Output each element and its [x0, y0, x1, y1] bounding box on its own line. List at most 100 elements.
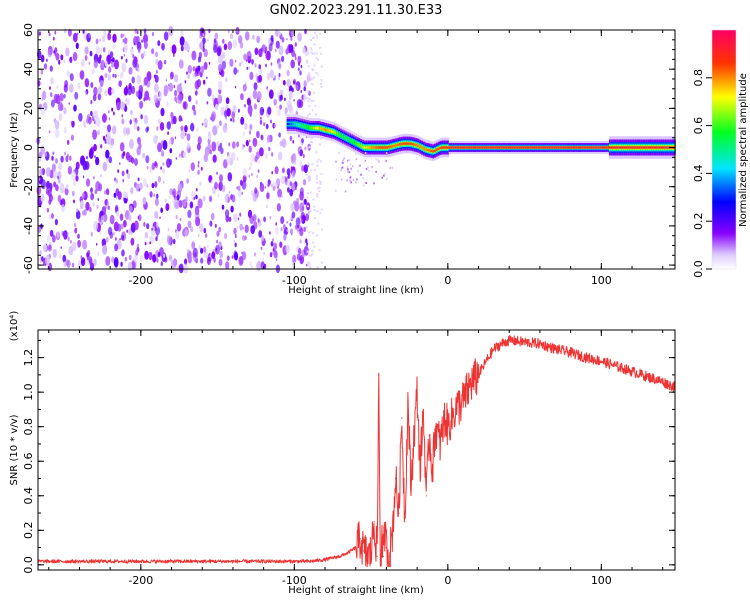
noise-blob: [146, 166, 149, 170]
ridge-core: [435, 148, 439, 151]
noise-blob: [85, 178, 91, 187]
noise-blob: [146, 126, 150, 132]
noise-blob: [274, 48, 277, 53]
noise-blob: [178, 59, 184, 69]
noise-blob: [295, 187, 297, 191]
noise-blob: [264, 153, 268, 159]
noise-blob: [58, 113, 63, 121]
noise-blob: [282, 79, 286, 86]
snr-data-point: [419, 469, 421, 471]
noise-blob: [247, 104, 253, 115]
noise-blob: [143, 41, 148, 50]
noise-blob: [285, 244, 290, 254]
ridge-core: [306, 126, 310, 129]
ridge-core: [574, 146, 577, 149]
noise-blob: [159, 91, 163, 98]
snr-data-point: [501, 343, 503, 345]
noise-blob: [168, 82, 174, 92]
noise-blob: [214, 32, 219, 40]
noise-blob: [130, 110, 133, 115]
noise-blob: [232, 118, 235, 123]
noise-blob: [182, 101, 187, 110]
ridge-core: [513, 146, 516, 149]
noise-blob: [237, 69, 239, 73]
noise-blob: [123, 53, 126, 57]
ridge-core: [402, 142, 405, 145]
noise-blob: [272, 238, 274, 242]
noise-blob: [73, 104, 77, 112]
noise-blob: [203, 117, 208, 127]
ridge-core: [393, 144, 396, 147]
snr-data-point: [378, 374, 380, 376]
ridge-core: [312, 126, 315, 130]
noise-blob: [207, 245, 209, 248]
noise-blob: [224, 194, 229, 204]
noise-speck: [320, 137, 323, 140]
noise-blob: [191, 50, 197, 61]
noise-blob: [244, 122, 248, 130]
noise-blob: [277, 108, 281, 116]
ridge-core: [518, 146, 521, 149]
noise-speck: [310, 48, 313, 51]
noise-blob: [293, 99, 295, 102]
noise-blob: [42, 243, 48, 253]
noise-blob: [149, 191, 153, 198]
noise-blob: [161, 42, 165, 51]
noise-blob: [127, 172, 131, 180]
noise-blob: [67, 236, 70, 242]
noise-blob: [242, 131, 246, 137]
noise-blob: [206, 101, 209, 105]
noise-blob: [249, 71, 254, 81]
noise-blob: [238, 256, 244, 266]
noise-blob: [290, 29, 295, 37]
noise-blob: [169, 46, 173, 51]
noise-blob: [248, 130, 252, 135]
noise-blob: [275, 222, 278, 226]
noise-speck: [312, 241, 315, 244]
ridge-core: [629, 146, 632, 149]
noise-blob: [294, 42, 297, 47]
noise-blob: [280, 94, 283, 101]
noise-blob: [199, 223, 204, 233]
noise-blob: [121, 234, 125, 241]
noise-blob: [124, 256, 128, 262]
noise-blob: [225, 117, 227, 120]
ridge-core: [596, 146, 599, 149]
noise-blob: [45, 167, 51, 177]
noise-blob: [56, 85, 59, 89]
noise-blob: [277, 76, 281, 81]
ridge-core: [461, 146, 464, 149]
noise-blob: [52, 248, 57, 258]
noise-blob: [296, 197, 300, 205]
noise-blob: [180, 130, 185, 140]
noise-blob: [75, 175, 79, 182]
noise-blob: [137, 67, 140, 72]
noise-blob: [299, 160, 303, 168]
noise-blob: [116, 101, 121, 111]
noise-blob: [95, 117, 101, 127]
noise-blob: [102, 135, 106, 141]
y-tick-label: 20: [22, 101, 35, 115]
ridge-core: [332, 130, 335, 134]
noise-blob: [214, 181, 218, 190]
noise-blob: [153, 135, 158, 144]
noise-blob: [74, 91, 79, 100]
snr-data-point: [470, 382, 472, 385]
noise-blob: [134, 158, 138, 166]
noise-speck: [306, 192, 309, 194]
noise-blob: [53, 181, 57, 188]
ridge-speck: [357, 170, 359, 173]
ridge-core: [607, 146, 610, 149]
snr-data-point: [395, 477, 397, 480]
noise-blob: [131, 76, 135, 84]
noise-blob: [176, 194, 180, 201]
noise-blob: [171, 44, 177, 55]
noise-blob: [100, 144, 103, 149]
noise-blob: [122, 127, 128, 136]
y-tick-label: 0.0: [22, 556, 35, 574]
noise-blob: [278, 31, 281, 37]
noise-blob: [207, 87, 212, 97]
noise-blob: [48, 244, 52, 252]
noise-blob: [119, 237, 121, 241]
